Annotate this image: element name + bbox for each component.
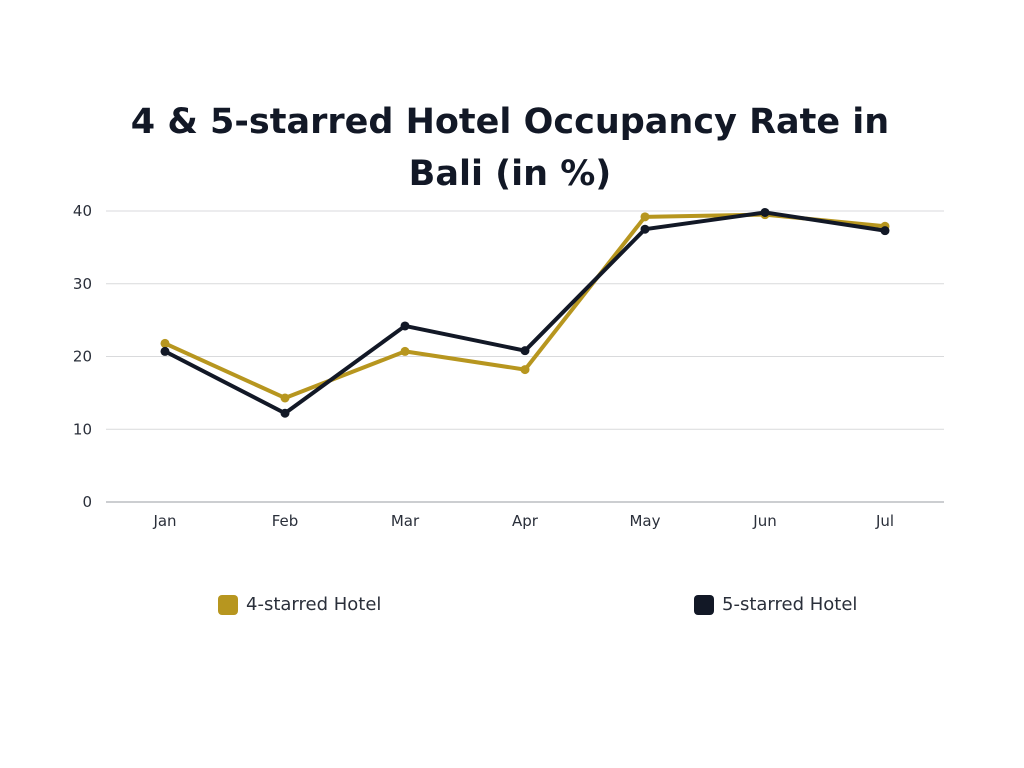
legend-item-4-starred[interactable]: 4-starred Hotel — [218, 594, 381, 615]
legend-label-5-starred: 5-starred Hotel — [722, 594, 858, 615]
data-point[interactable] — [520, 365, 530, 375]
x-tick-label: Feb — [272, 512, 299, 530]
x-tick-label: Mar — [391, 512, 420, 530]
grid-lines — [106, 210, 944, 503]
y-tick-label: 30 — [73, 275, 92, 293]
data-point[interactable] — [160, 338, 170, 348]
x-tick-label: May — [629, 512, 660, 530]
data-point[interactable] — [280, 393, 290, 403]
legend-label-4-starred: 4-starred Hotel — [246, 594, 382, 615]
data-point[interactable] — [400, 321, 410, 331]
data-point[interactable] — [640, 212, 650, 222]
series-5-starred — [160, 207, 890, 418]
x-tick-label: Jan — [152, 512, 176, 530]
data-point[interactable] — [520, 346, 530, 356]
data-point[interactable] — [880, 226, 890, 236]
series-layer — [160, 207, 890, 418]
y-tick-label: 10 — [73, 420, 92, 438]
y-tick-label: 40 — [73, 202, 92, 220]
legend-swatch-5-starred — [694, 594, 714, 615]
chart-title: 4 & 5-starred Hotel Occupancy Rate in Ba… — [130, 102, 890, 194]
legend-swatch-4-starred — [218, 594, 238, 615]
legend-item-5-starred[interactable]: 5-starred Hotel — [694, 594, 857, 615]
x-tick-label: Jun — [752, 512, 776, 530]
y-tick-label: 20 — [73, 348, 92, 366]
x-tick-label: Jul — [875, 512, 894, 530]
series-4-starred — [160, 210, 890, 403]
x-tick-label: Apr — [512, 512, 539, 530]
x-axis-ticks: Jan Feb Mar Apr May Jun Jul — [152, 512, 894, 530]
y-tick-label: 0 — [82, 493, 92, 511]
data-point[interactable] — [280, 408, 290, 418]
data-point[interactable] — [400, 346, 410, 356]
data-point[interactable] — [640, 224, 650, 234]
data-point[interactable] — [760, 207, 770, 217]
series-line — [163, 210, 887, 416]
y-axis-ticks: 0 10 20 30 40 — [73, 202, 92, 511]
data-point[interactable] — [160, 346, 170, 356]
